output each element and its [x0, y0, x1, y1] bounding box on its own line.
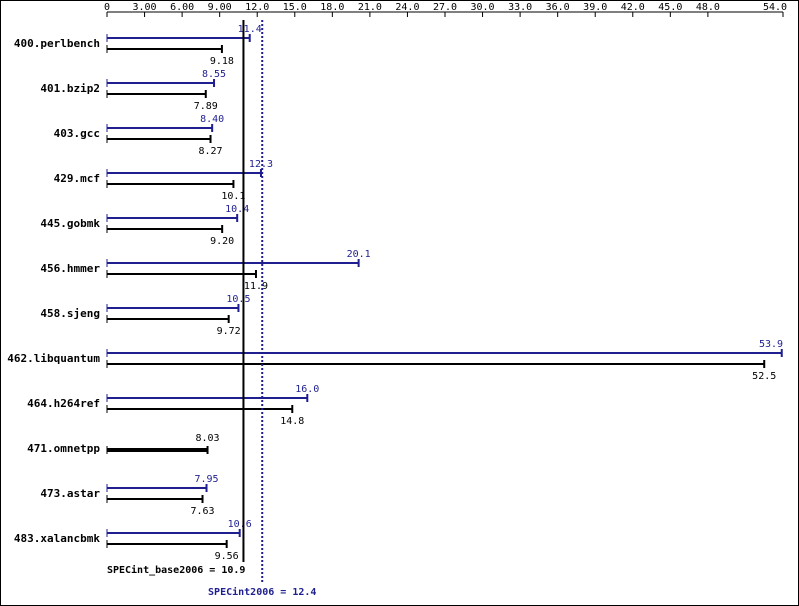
category-label: 458.sjeng	[40, 307, 100, 320]
value-label: 9.18	[210, 56, 234, 67]
bar	[107, 37, 250, 39]
bar	[107, 318, 229, 320]
reference-label: SPECint2006 = 12.4	[208, 586, 316, 598]
x-tick-label: 15.0	[283, 2, 307, 13]
value-label: 8.27	[198, 146, 222, 157]
value-label: 11.9	[244, 281, 268, 292]
category-label: 445.gobmk	[40, 217, 100, 230]
value-label: 10.5	[226, 294, 250, 305]
value-label: 11.4	[238, 24, 262, 35]
value-label: 53.9	[759, 339, 783, 350]
bar	[107, 352, 782, 354]
bar	[107, 532, 240, 534]
x-tick-label: 36.0	[546, 2, 570, 13]
category-label: 462.libquantum	[7, 352, 100, 365]
bar	[107, 93, 206, 95]
value-label: 7.95	[194, 474, 218, 485]
bar	[107, 448, 208, 452]
x-tick-label: 18.0	[320, 2, 344, 13]
x-tick-label: 42.0	[621, 2, 645, 13]
value-label: 52.5	[752, 371, 776, 382]
value-label: 10.1	[221, 191, 245, 202]
category-label: 473.astar	[40, 487, 100, 500]
x-tick-label: 54.0	[763, 2, 787, 13]
value-label: 8.03	[195, 433, 219, 444]
value-label: 10.6	[228, 519, 252, 530]
value-label: 8.40	[200, 114, 224, 125]
reference-label: SPECint_base2006 = 10.9	[107, 564, 245, 576]
x-tick-label: 24.0	[395, 2, 419, 13]
bar	[107, 48, 222, 50]
value-label: 20.1	[347, 249, 371, 260]
value-label: 7.63	[190, 506, 214, 517]
value-label: 16.0	[295, 384, 319, 395]
bar	[107, 217, 238, 219]
x-tick-label: 39.0	[583, 2, 607, 13]
value-label: 9.72	[217, 326, 241, 337]
bar	[107, 82, 215, 84]
value-label: 12.3	[249, 159, 273, 170]
bar	[107, 307, 239, 309]
bar	[107, 228, 223, 230]
bar	[107, 543, 227, 545]
x-tick-label: 3.00	[133, 2, 157, 13]
bar	[107, 408, 293, 410]
category-label: 471.omnetpp	[27, 442, 100, 455]
bar	[107, 172, 261, 174]
value-label: 14.8	[280, 416, 304, 427]
bar	[107, 397, 308, 399]
bar	[107, 273, 256, 275]
x-tick-label: 6.00	[170, 2, 194, 13]
category-label: 403.gcc	[54, 127, 100, 140]
value-label: 9.20	[210, 236, 234, 247]
bar	[107, 487, 207, 489]
x-tick-label: 0	[104, 2, 110, 13]
category-label: 483.xalancbmk	[14, 532, 100, 545]
category-label: 400.perlbench	[14, 37, 100, 50]
value-label: 9.56	[215, 551, 239, 562]
bar	[107, 183, 234, 185]
category-label: 429.mcf	[54, 172, 100, 185]
x-tick-label: 9.00	[208, 2, 232, 13]
category-label: 456.hmmer	[40, 262, 100, 275]
category-label: 464.h264ref	[27, 397, 100, 410]
bar	[107, 498, 203, 500]
value-label: 10.4	[225, 204, 249, 215]
bar	[107, 363, 765, 365]
x-tick-label: 27.0	[433, 2, 457, 13]
value-label: 7.89	[194, 101, 218, 112]
bar	[107, 138, 211, 140]
value-label: 8.55	[202, 69, 226, 80]
x-tick-label: 12.0	[245, 2, 269, 13]
bar	[107, 127, 213, 129]
bar	[107, 262, 359, 264]
x-tick-label: 48.0	[696, 2, 720, 13]
x-tick-label: 45.0	[658, 2, 682, 13]
x-tick-label: 21.0	[358, 2, 382, 13]
x-tick-label: 30.0	[471, 2, 495, 13]
x-tick-label: 33.0	[508, 2, 532, 13]
category-label: 401.bzip2	[40, 82, 100, 95]
